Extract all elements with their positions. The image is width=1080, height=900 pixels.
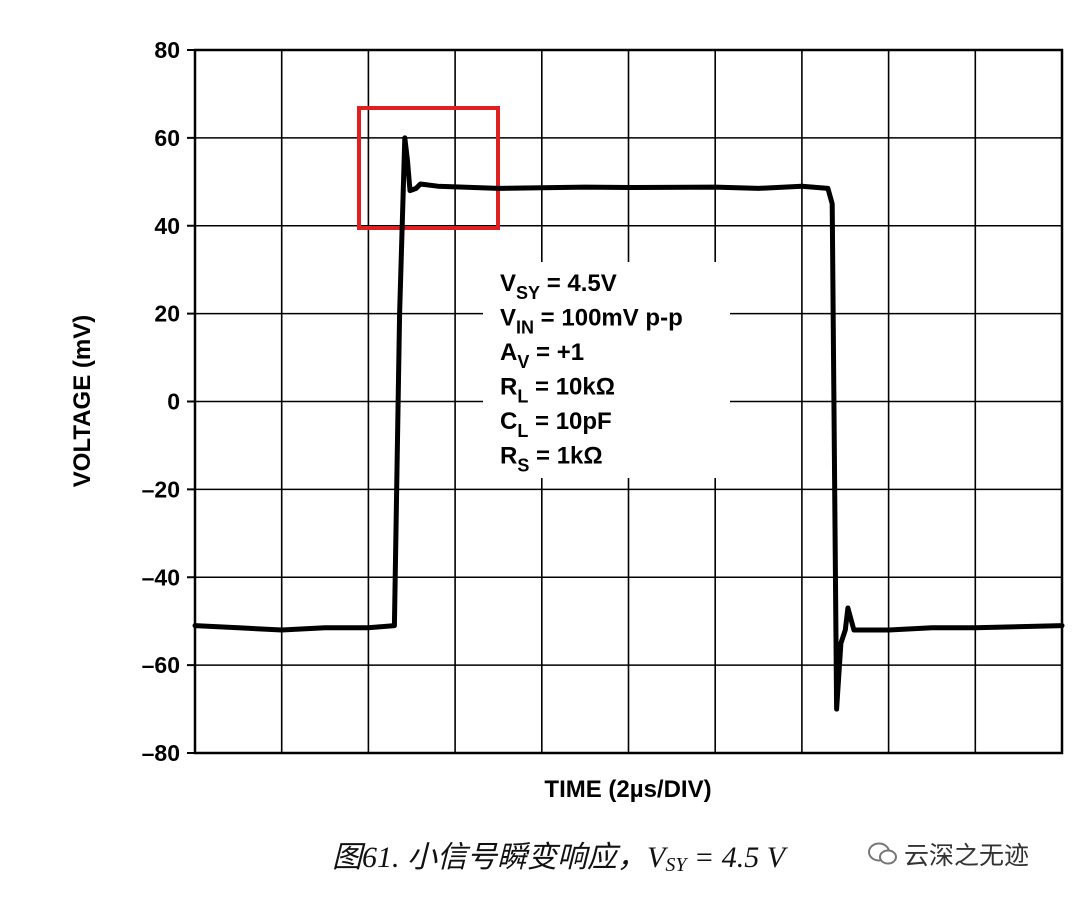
annotation-sub: S [517, 456, 529, 476]
caption-text: 图61. 小信号瞬变响应，V [332, 841, 666, 874]
annotation-rest: = 10pF [528, 408, 611, 435]
annotation-sub: IN [516, 318, 534, 338]
annotation-main: A [500, 339, 517, 366]
y-tick-label: 60 [154, 125, 180, 151]
y-tick-label: 40 [154, 213, 180, 239]
annotation-line: VSY = 4.5V [500, 270, 617, 303]
annotation-main: C [500, 408, 517, 435]
y-tick-label: –20 [142, 476, 180, 502]
annotation-sub: L [517, 387, 528, 407]
annotation-main: V [500, 270, 516, 297]
caption-rest: = 4.5 V [686, 841, 786, 874]
plot-frame [193, 48, 1064, 755]
y-tick-label: –80 [142, 740, 180, 766]
highlight-box [357, 106, 500, 230]
annotation-line: VIN = 100mV p-p [500, 305, 683, 338]
annotation-rest: = +1 [529, 339, 584, 366]
annotation-rest: = 100mV p-p [534, 305, 683, 332]
caption-sub: SY [665, 854, 687, 876]
trace [192, 135, 1065, 712]
caption: 图61. 小信号瞬变响应，VSY = 4.5 V [332, 832, 785, 877]
y-axis-label: VOLTAGE (mV) [69, 315, 96, 487]
annotation-line: RS = 1kΩ [500, 443, 603, 476]
annotation-rest: = 10kΩ [528, 374, 615, 401]
annotation-line: AV = +1 [500, 339, 584, 372]
y-tick-label: 80 [154, 37, 180, 63]
annotation-sub: L [517, 421, 528, 441]
annotation-rest: = 4.5V [540, 270, 617, 297]
x-axis-label: TIME (2µs/DIV) [544, 776, 711, 803]
y-tick-label: 0 [167, 389, 180, 415]
annotation-box [483, 262, 730, 478]
y-tick-label: 20 [154, 301, 180, 327]
annotation-line: RL = 10kΩ [500, 374, 615, 407]
annotation-line: CL = 10pF [500, 408, 612, 441]
watermark-text: 云深之无迹 [904, 841, 1030, 870]
annotation-main: R [500, 374, 517, 401]
watermark: 云深之无迹 [868, 836, 1030, 872]
y-tick-label: –60 [142, 652, 180, 678]
annotation-rest: = 1kΩ [529, 443, 602, 470]
annotation-main: V [500, 305, 516, 332]
annotation-sub: V [517, 352, 529, 372]
annotation-main: R [500, 443, 517, 470]
annotation-sub: SY [516, 283, 540, 303]
watermark-icon [868, 842, 897, 865]
y-tick-label: –40 [142, 564, 180, 590]
